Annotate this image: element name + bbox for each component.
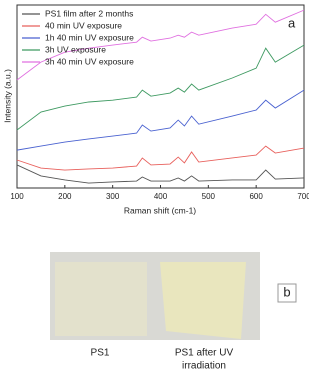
x-tick-label: 300 xyxy=(106,192,120,201)
x-tick-label: 400 xyxy=(154,192,168,201)
photo-ps1-uv xyxy=(160,262,246,339)
legend-label: PS1 film after 2 months xyxy=(45,8,133,18)
figure: a Raman shift (cm-1) Intensity (a.u.) b … xyxy=(2,4,309,371)
series-line xyxy=(16,89,305,151)
panel-b: b PS1 PS1 after UV irradiation xyxy=(50,252,297,371)
series-line xyxy=(16,145,305,171)
caption: PS1 xyxy=(91,348,110,359)
photo-ps1 xyxy=(55,262,147,336)
panel-label: a xyxy=(288,15,296,30)
y-axis-label: Intensity (a.u.) xyxy=(2,69,12,123)
legend-label: 1h 40 min UV exposure xyxy=(45,32,134,42)
x-tick-label: 500 xyxy=(202,192,216,201)
x-tick-label: 600 xyxy=(249,192,263,201)
legend-label: 3h 40 min UV exposure xyxy=(45,56,134,66)
series-line xyxy=(16,44,305,131)
caption: irradiation xyxy=(182,361,226,371)
series-line xyxy=(16,9,305,81)
legend-label: 40 min UV exposure xyxy=(45,20,122,30)
x-tick-label: 200 xyxy=(58,192,72,201)
label-box xyxy=(277,283,297,303)
caption: PS1 after UV xyxy=(175,348,234,359)
x-tick-label: 100 xyxy=(10,192,24,201)
series-line xyxy=(16,164,305,184)
panel-label: b xyxy=(283,284,290,299)
x-tick-label: 700 xyxy=(297,192,309,201)
x-axis-label: Raman shift (cm-1) xyxy=(124,205,196,215)
legend-label: 3h UV exposure xyxy=(45,44,106,54)
